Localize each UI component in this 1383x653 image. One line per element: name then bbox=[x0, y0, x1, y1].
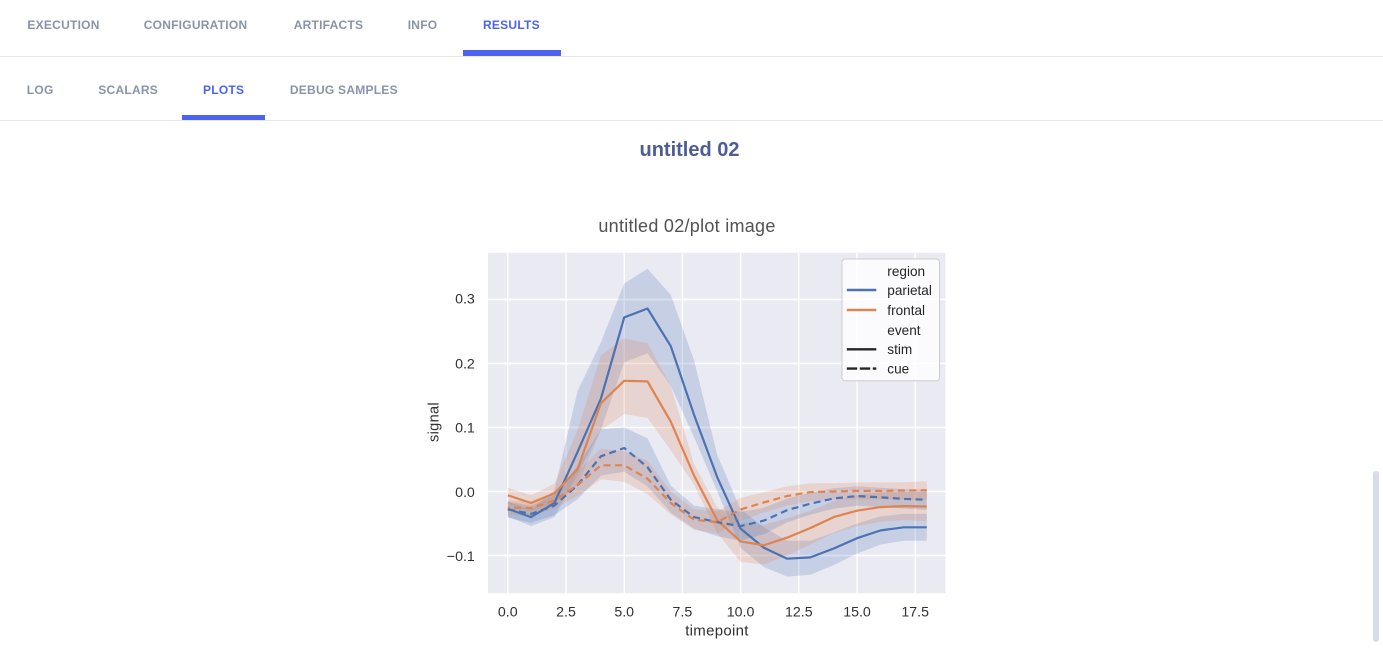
svg-text:parietal: parietal bbox=[887, 283, 932, 298]
svg-text:5.0: 5.0 bbox=[614, 605, 634, 621]
svg-text:12.5: 12.5 bbox=[785, 605, 813, 621]
svg-text:10.0: 10.0 bbox=[727, 605, 755, 621]
svg-text:0.3: 0.3 bbox=[455, 292, 475, 308]
svg-text:0.0: 0.0 bbox=[498, 605, 518, 621]
svg-text:15.0: 15.0 bbox=[843, 605, 871, 621]
svg-text:17.5: 17.5 bbox=[901, 605, 929, 621]
svg-text:region: region bbox=[887, 264, 925, 279]
svg-text:cue: cue bbox=[887, 361, 909, 376]
svg-text:−0.1: −0.1 bbox=[447, 549, 475, 565]
svg-text:stim: stim bbox=[887, 342, 912, 357]
svg-text:event: event bbox=[887, 323, 920, 338]
svg-text:7.5: 7.5 bbox=[673, 605, 693, 621]
svg-text:0.1: 0.1 bbox=[455, 420, 475, 436]
svg-text:0.0: 0.0 bbox=[455, 485, 475, 501]
svg-text:signal: signal bbox=[427, 402, 443, 442]
svg-text:0.2: 0.2 bbox=[455, 356, 475, 372]
svg-text:2.5: 2.5 bbox=[556, 605, 576, 621]
svg-text:frontal: frontal bbox=[887, 303, 925, 318]
svg-text:timepoint: timepoint bbox=[685, 623, 749, 640]
